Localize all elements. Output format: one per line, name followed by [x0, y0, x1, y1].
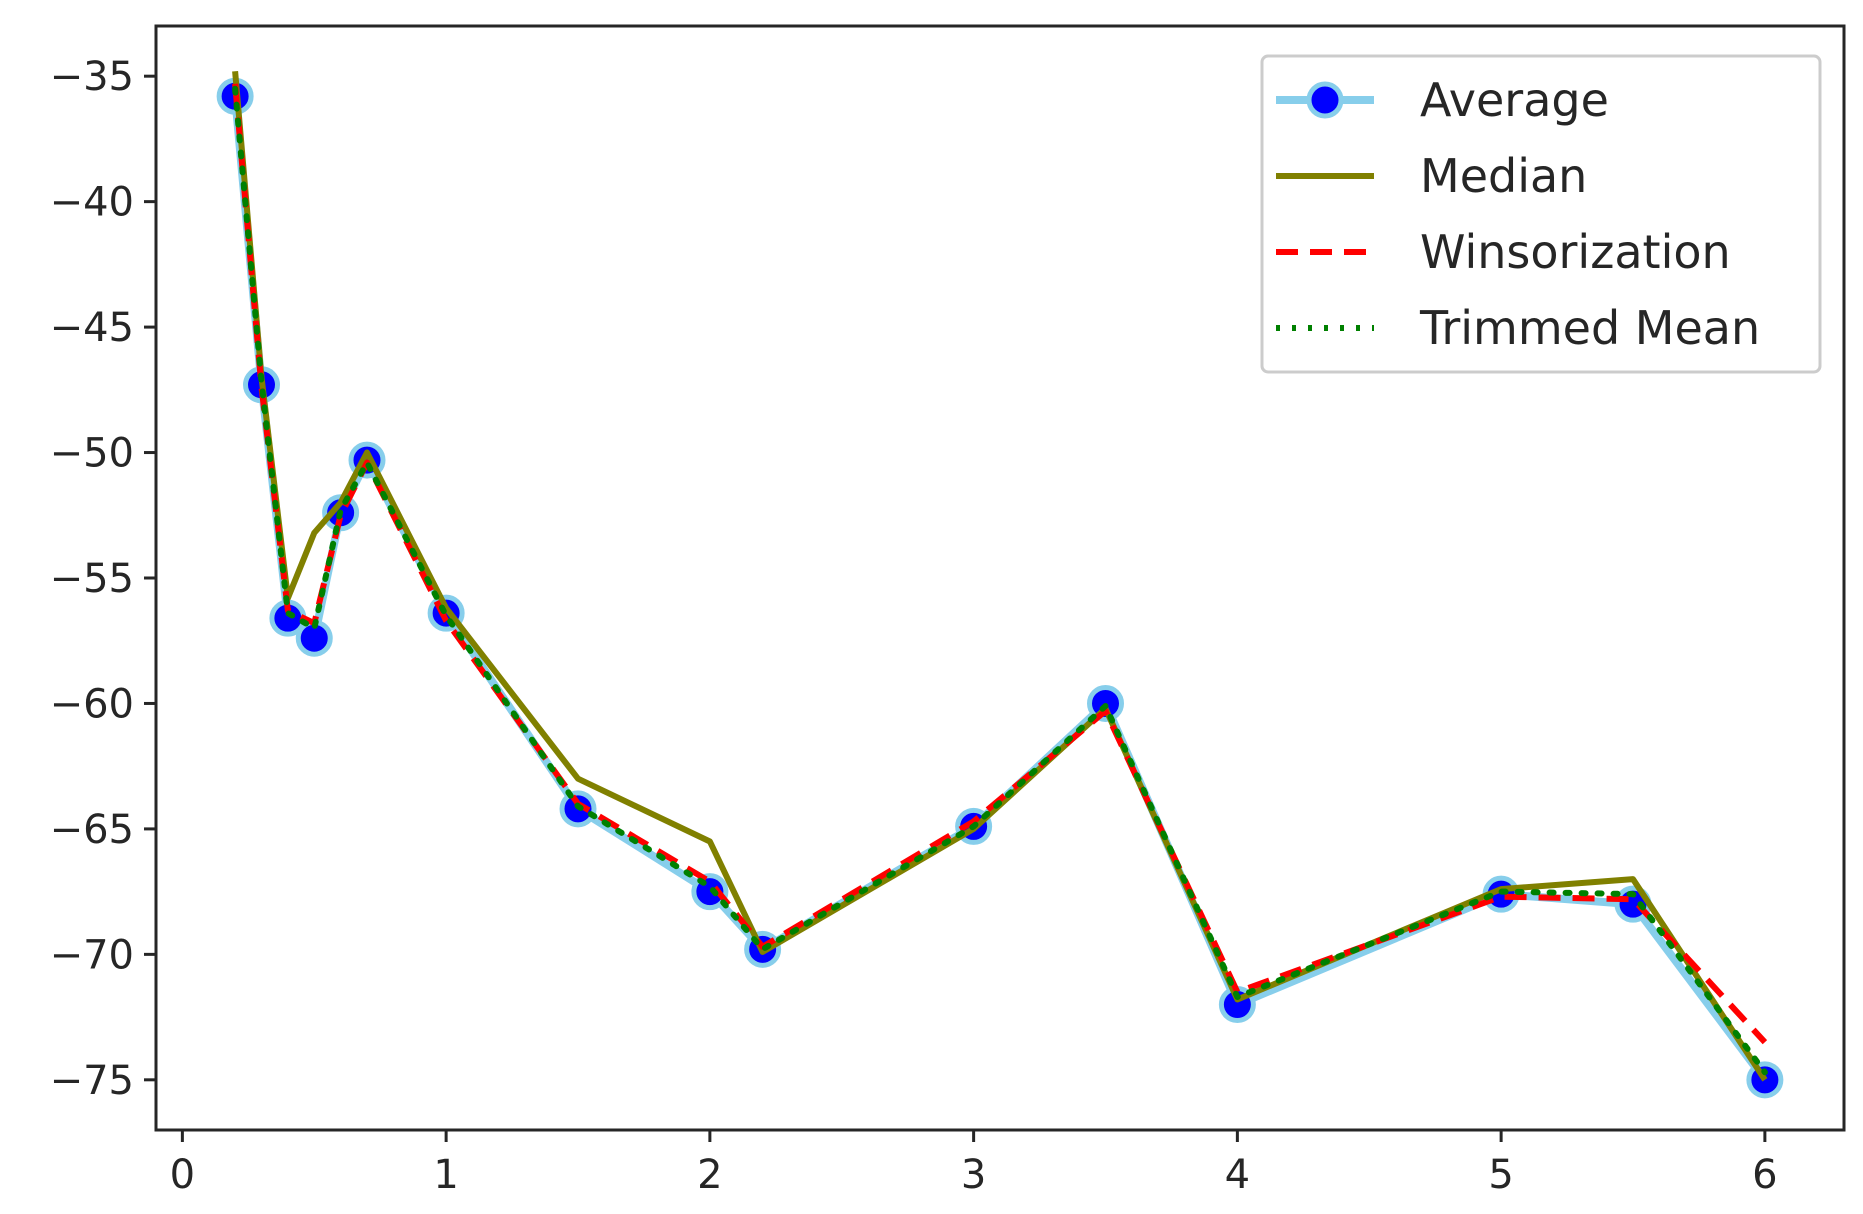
series-line-trimmed-mean [232, 85, 1768, 1076]
legend: Average Median Winsorization Trimmed Mean [1260, 54, 1822, 374]
y-tick-label: −70 [50, 932, 134, 978]
y-tick-label: −60 [50, 681, 134, 727]
x-axis: 0 1 2 3 4 5 6 [170, 1130, 1778, 1198]
y-tick-label: −50 [50, 431, 134, 477]
y-tick-label: −45 [50, 305, 134, 351]
legend-label-average: Average [1420, 73, 1609, 127]
y-tick-label: −40 [50, 180, 134, 226]
legend-label-winsorization: Winsorization [1420, 225, 1731, 279]
x-tick-label: 1 [433, 1152, 458, 1198]
x-tick-label: 6 [1752, 1152, 1777, 1198]
y-tick-label: −75 [50, 1058, 134, 1104]
x-tick-label: 2 [697, 1152, 722, 1198]
x-tick-label: 4 [1225, 1152, 1250, 1198]
series-line-winsorization [232, 83, 1768, 1045]
y-axis: −35 −40 −45 −50 −55 −60 −65 −70 −75 [50, 54, 156, 1104]
x-tick-label: 5 [1488, 1152, 1513, 1198]
y-tick-label: −35 [50, 54, 134, 100]
x-tick-label: 3 [961, 1152, 986, 1198]
legend-label-median: Median [1420, 149, 1587, 203]
legend-marker-average [1306, 81, 1344, 119]
legend-box [1260, 54, 1822, 374]
y-tick-label: −65 [50, 807, 134, 853]
y-tick-label: −55 [50, 556, 134, 602]
legend-label-trimmed-mean: Trimmed Mean [1419, 301, 1760, 355]
series-layer [216, 70, 1784, 1099]
plot-frame [154, 24, 1846, 1132]
x-tick-label: 0 [170, 1152, 195, 1198]
